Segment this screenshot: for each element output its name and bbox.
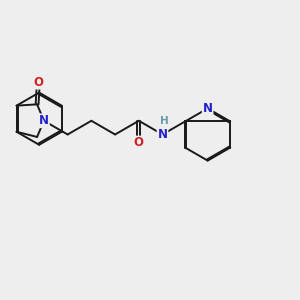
Text: O: O [134,136,144,149]
Text: N: N [39,114,49,127]
Text: N: N [203,102,213,115]
Text: H: H [160,116,169,126]
Text: N: N [158,128,167,141]
Text: O: O [33,76,43,89]
